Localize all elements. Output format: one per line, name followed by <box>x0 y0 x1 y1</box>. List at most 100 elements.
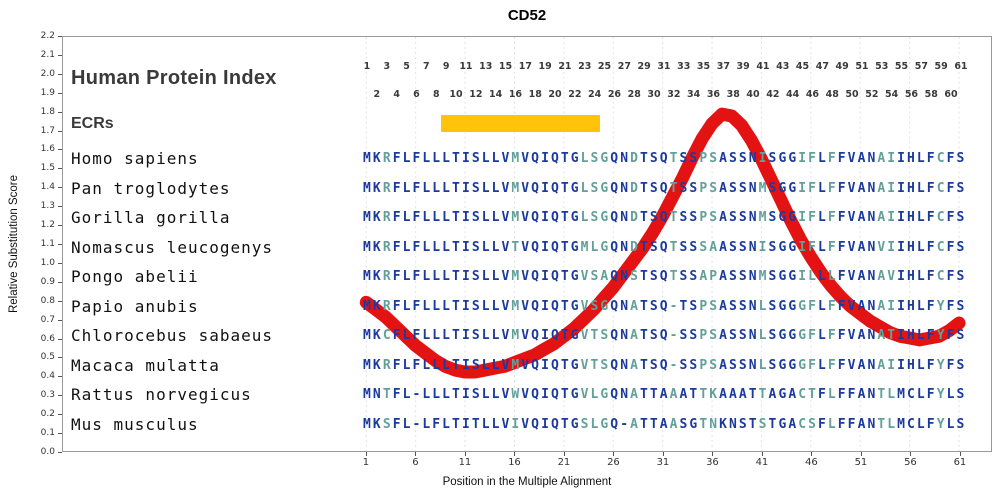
residue: F <box>837 416 846 432</box>
residue: V <box>877 239 886 255</box>
position-number: 34 <box>687 89 701 100</box>
residue: L <box>432 298 441 314</box>
residue: K <box>372 210 381 226</box>
residue: A <box>877 328 886 344</box>
residue: L <box>580 210 589 226</box>
residue: F <box>926 210 935 226</box>
position-number: 19 <box>538 61 552 72</box>
residue: M <box>363 239 371 255</box>
residue: G <box>600 298 609 314</box>
residue: A <box>719 151 727 166</box>
residue: F <box>412 239 421 255</box>
residue: R <box>382 269 391 285</box>
residue: T <box>669 151 678 166</box>
residue: G <box>788 357 797 373</box>
position-number: 48 <box>825 89 839 100</box>
residue: P <box>699 357 708 373</box>
residue: K <box>372 269 381 285</box>
residue: V <box>501 416 510 432</box>
residue: P <box>699 328 708 344</box>
residue: G <box>788 328 797 344</box>
residue: N <box>867 151 876 166</box>
species-label: Pan troglodytes <box>71 178 231 198</box>
residue: L <box>402 239 411 255</box>
residue: K <box>372 357 381 373</box>
residue: S <box>956 210 965 226</box>
residue: A <box>738 387 747 403</box>
residue: L <box>432 151 441 166</box>
residue: S <box>956 151 965 166</box>
residue: S <box>956 328 965 344</box>
residue: L <box>491 269 500 285</box>
residue: V <box>847 210 856 226</box>
residue: A <box>857 239 866 255</box>
position-number: 9 <box>442 61 450 72</box>
residue: T <box>639 298 648 314</box>
residue: G <box>570 328 579 344</box>
residue: T <box>560 298 569 314</box>
residue: S <box>471 387 480 403</box>
residue: N <box>709 416 718 432</box>
residue: L <box>916 180 925 196</box>
y-tick-label: 2.1 <box>40 49 55 60</box>
species-label: Mus musculus <box>71 414 199 434</box>
residue: S <box>738 180 747 196</box>
residue: F <box>808 210 816 226</box>
residue: M <box>511 357 520 373</box>
y-tick-label: 1.4 <box>40 182 55 193</box>
residue: L <box>916 387 925 403</box>
residue: N <box>620 180 629 196</box>
residue: G <box>600 180 609 196</box>
x-tick-label: 51 <box>854 457 868 468</box>
residue: L <box>422 239 431 255</box>
residue: N <box>867 357 876 373</box>
residue: L <box>580 151 589 166</box>
x-tick-mark <box>563 452 565 456</box>
residue: L <box>432 328 441 344</box>
residue: I <box>897 328 905 344</box>
residue: S <box>679 210 688 226</box>
residue: S <box>649 298 658 314</box>
residue: S <box>738 269 747 285</box>
x-tick-label: 21 <box>557 457 571 468</box>
score-curve-svg <box>359 37 966 451</box>
residue: I <box>887 151 896 166</box>
residue: F <box>827 328 836 344</box>
residue: L <box>818 357 826 373</box>
residue: L <box>442 239 450 255</box>
residue: L <box>818 269 826 285</box>
residue: M <box>363 151 371 166</box>
residue: F <box>827 210 836 226</box>
residue: G <box>798 357 807 373</box>
residue: L <box>827 387 836 403</box>
residue: I <box>798 239 807 255</box>
residue: S <box>768 328 777 344</box>
residue: V <box>580 357 589 373</box>
residue: S <box>600 328 609 344</box>
residue: V <box>521 298 530 314</box>
residue: P <box>699 298 708 314</box>
residue: N <box>748 298 757 314</box>
species-label: Gorilla gorilla <box>71 208 231 228</box>
residue: M <box>363 328 371 344</box>
residue: G <box>570 210 579 226</box>
x-tick-mark <box>662 452 664 456</box>
residue: V <box>501 328 510 344</box>
residue: L <box>481 180 490 196</box>
residue: S <box>709 210 718 226</box>
residue: K <box>372 298 381 314</box>
species-label: Homo sapiens <box>71 149 199 168</box>
residue: S <box>728 239 737 255</box>
residue: S <box>689 328 698 344</box>
residue: T <box>649 416 658 432</box>
residue: V <box>847 151 856 166</box>
residue: T <box>590 328 599 344</box>
position-number: 56 <box>904 89 919 100</box>
residue: S <box>709 180 718 196</box>
residue: S <box>600 357 609 373</box>
position-number: 15 <box>498 61 513 72</box>
residue: K <box>372 239 381 255</box>
residue: S <box>728 269 737 285</box>
residue: Q <box>550 210 559 226</box>
species-label: Papio anubis <box>71 296 199 316</box>
